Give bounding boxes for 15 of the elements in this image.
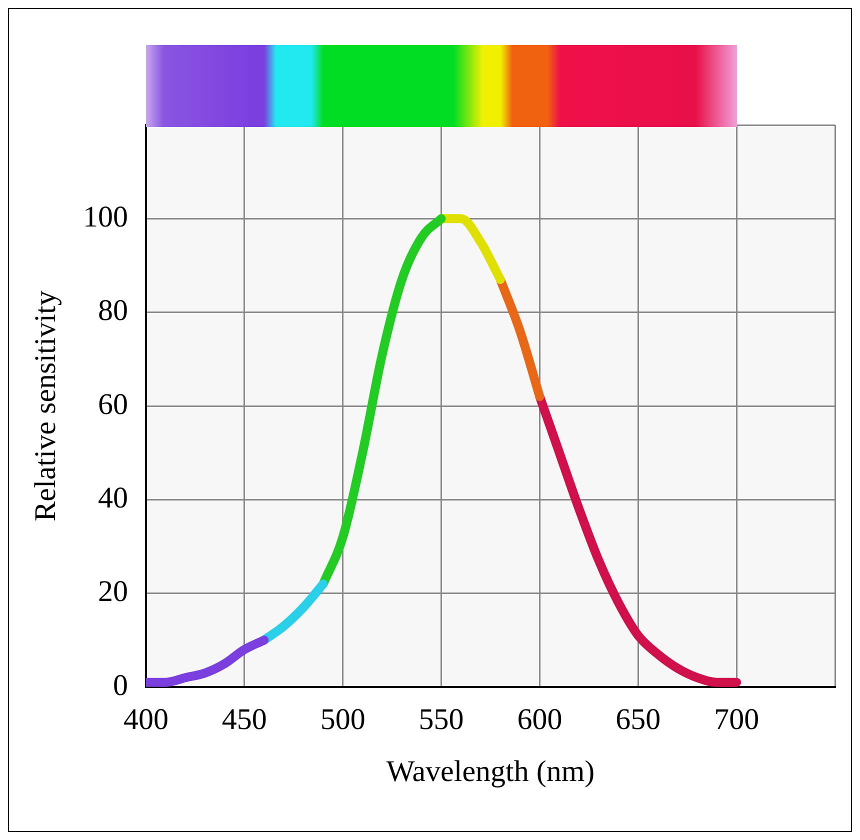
x-tick-label: 450 — [222, 702, 267, 736]
x-axis-title: Wavelength (nm) — [386, 754, 595, 788]
x-tick-label: 550 — [418, 702, 464, 736]
x-tick-label: 700 — [714, 702, 760, 736]
y-tick-label: 100 — [83, 200, 128, 234]
x-tick-label: 500 — [320, 702, 366, 736]
y-tick-label: 40 — [98, 482, 128, 515]
y-tick-label: 80 — [98, 294, 128, 328]
y-tick-label: 20 — [98, 575, 128, 608]
x-tick-label: 600 — [517, 702, 562, 736]
y-tick-label: 60 — [98, 388, 128, 421]
y-axis-title: Relative sensitivity — [28, 290, 62, 522]
y-tick-label: 0 — [113, 668, 128, 702]
x-tick-label: 400 — [124, 702, 168, 736]
x-tick-label: 650 — [616, 702, 661, 736]
